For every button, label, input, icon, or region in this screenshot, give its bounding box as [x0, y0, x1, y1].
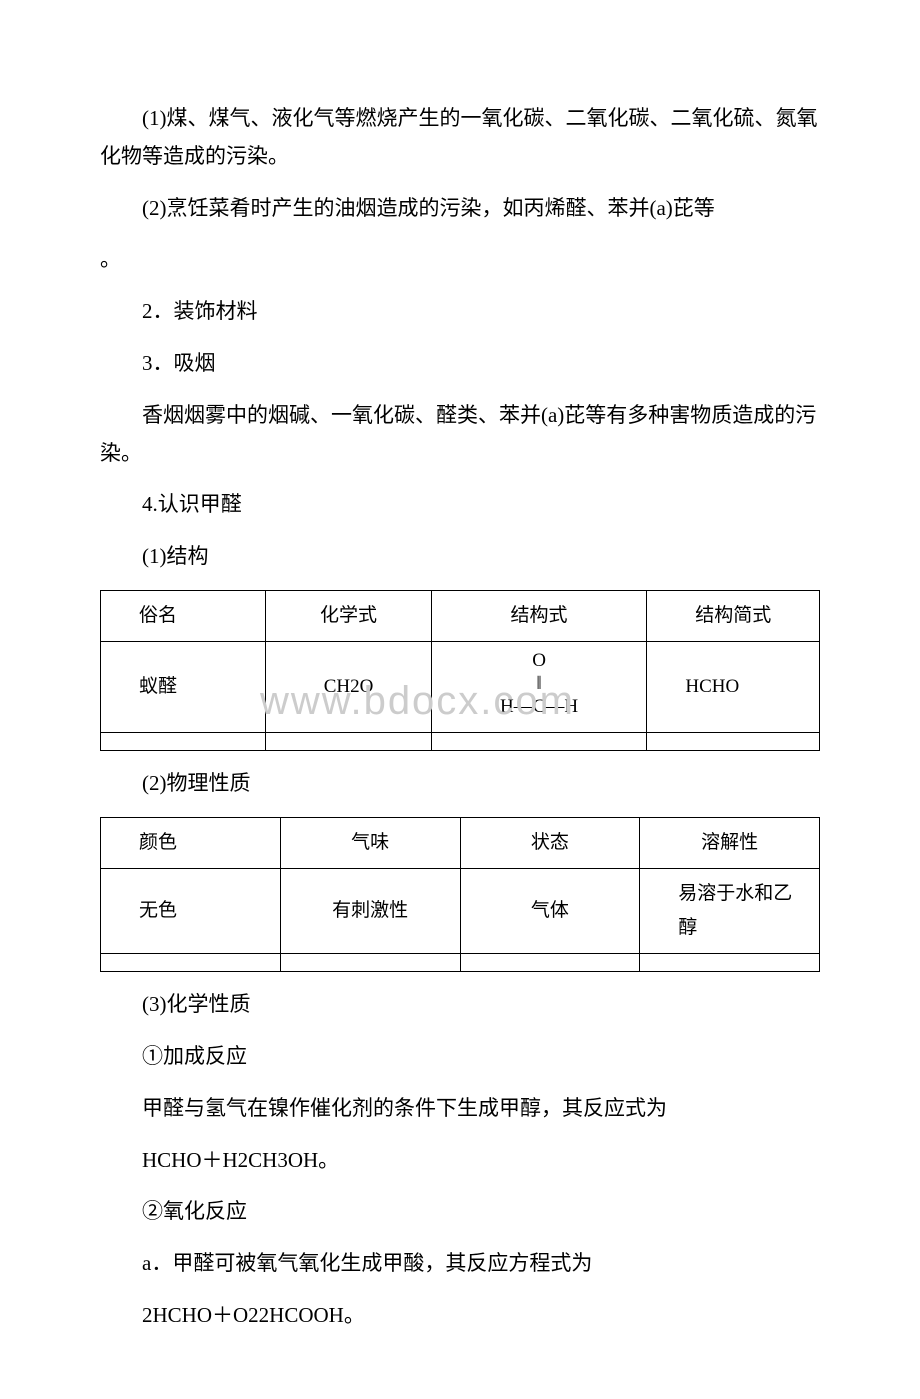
table-header-common-name: 俗名	[101, 590, 266, 641]
cell-common-name: 蚁醛	[101, 642, 266, 733]
paragraph-cooking-pollution: (2)烹饪菜肴时产生的油烟造成的污染，如丙烯醛、苯并(a)芘等	[100, 190, 820, 228]
structural-formula-diagram: O ‖ H—C—H	[500, 650, 578, 718]
formula-bottom: H—C—H	[500, 696, 578, 719]
structure-table: 俗名 化学式 结构式 结构简式 蚁醛 CH2O O ‖ H—C—H HCHO	[100, 590, 820, 751]
empty-cell	[280, 954, 460, 972]
equation-addition: HCHO＋H2CH3OH。	[100, 1142, 820, 1180]
table-row-empty	[101, 954, 820, 972]
table-row: 颜色 气味 状态 溶解性	[101, 817, 820, 868]
table-header-condensed: 结构简式	[647, 590, 820, 641]
document-content: (1)煤、煤气、液化气等燃烧产生的一氧化碳、二氧化碳、二氧化硫、氮氧化物等造成的…	[100, 100, 820, 1335]
table-header-formula: 化学式	[266, 590, 431, 641]
cell-structural-formula: O ‖ H—C—H	[431, 642, 647, 733]
table-row-empty	[101, 732, 820, 750]
table-header-solubility: 溶解性	[640, 817, 820, 868]
cell-smell: 有刺激性	[280, 868, 460, 953]
empty-cell	[431, 732, 647, 750]
table-row: 蚁醛 CH2O O ‖ H—C—H HCHO	[101, 642, 820, 733]
heading-chemical-properties: (3)化学性质	[100, 986, 820, 1024]
table-header-structural: 结构式	[431, 590, 647, 641]
table-header-smell: 气味	[280, 817, 460, 868]
equation-oxidation: 2HCHO＋O22HCOOH。	[100, 1297, 820, 1335]
heading-decoration-materials: 2．装饰材料	[100, 293, 820, 331]
empty-cell	[640, 954, 820, 972]
empty-cell	[101, 732, 266, 750]
paragraph-addition-description: 甲醛与氢气在镍作催化剂的条件下生成甲醇，其反应式为	[100, 1090, 820, 1128]
empty-cell	[460, 954, 640, 972]
empty-cell	[266, 732, 431, 750]
cell-color: 无色	[101, 868, 281, 953]
table-row: 俗名 化学式 结构式 结构简式	[101, 590, 820, 641]
heading-physical-properties: (2)物理性质	[100, 765, 820, 803]
cell-condensed-formula: HCHO	[647, 642, 820, 733]
empty-cell	[101, 954, 281, 972]
heading-structure: (1)结构	[100, 538, 820, 576]
paragraph-combustion-pollution: (1)煤、煤气、液化气等燃烧产生的一氧化碳、二氧化碳、二氧化硫、氮氧化物等造成的…	[100, 100, 820, 176]
formula-oxygen: O	[500, 650, 578, 673]
paragraph-smoking-pollution: 香烟烟雾中的烟碱、一氧化碳、醛类、苯并(a)芘等有多种害物质造成的污染。	[100, 397, 820, 473]
cell-state: 气体	[460, 868, 640, 953]
table-header-state: 状态	[460, 817, 640, 868]
cell-solubility: 易溶于水和乙醇	[640, 868, 820, 953]
empty-cell	[647, 732, 820, 750]
heading-smoking: 3．吸烟	[100, 345, 820, 383]
cell-formula: CH2O	[266, 642, 431, 733]
heading-formaldehyde: 4.认识甲醛	[100, 486, 820, 524]
paragraph-oxidation-description: a．甲醛可被氧气氧化生成甲酸，其反应方程式为	[100, 1245, 820, 1283]
table-header-color: 颜色	[101, 817, 281, 868]
heading-oxidation-reaction: ②氧化反应	[100, 1193, 820, 1231]
formula-double-bond: ‖	[500, 673, 578, 696]
table-row: 无色 有刺激性 气体 易溶于水和乙醇	[101, 868, 820, 953]
heading-addition-reaction: ①加成反应	[100, 1038, 820, 1076]
paragraph-cooking-period: 。	[100, 241, 820, 279]
text-cooking-a: (2)烹饪菜肴时产生的油烟造成的污染，如丙烯醛、苯并(a)芘等	[142, 196, 715, 220]
physical-properties-table: 颜色 气味 状态 溶解性 无色 有刺激性 气体 易溶于水和乙醇	[100, 817, 820, 973]
